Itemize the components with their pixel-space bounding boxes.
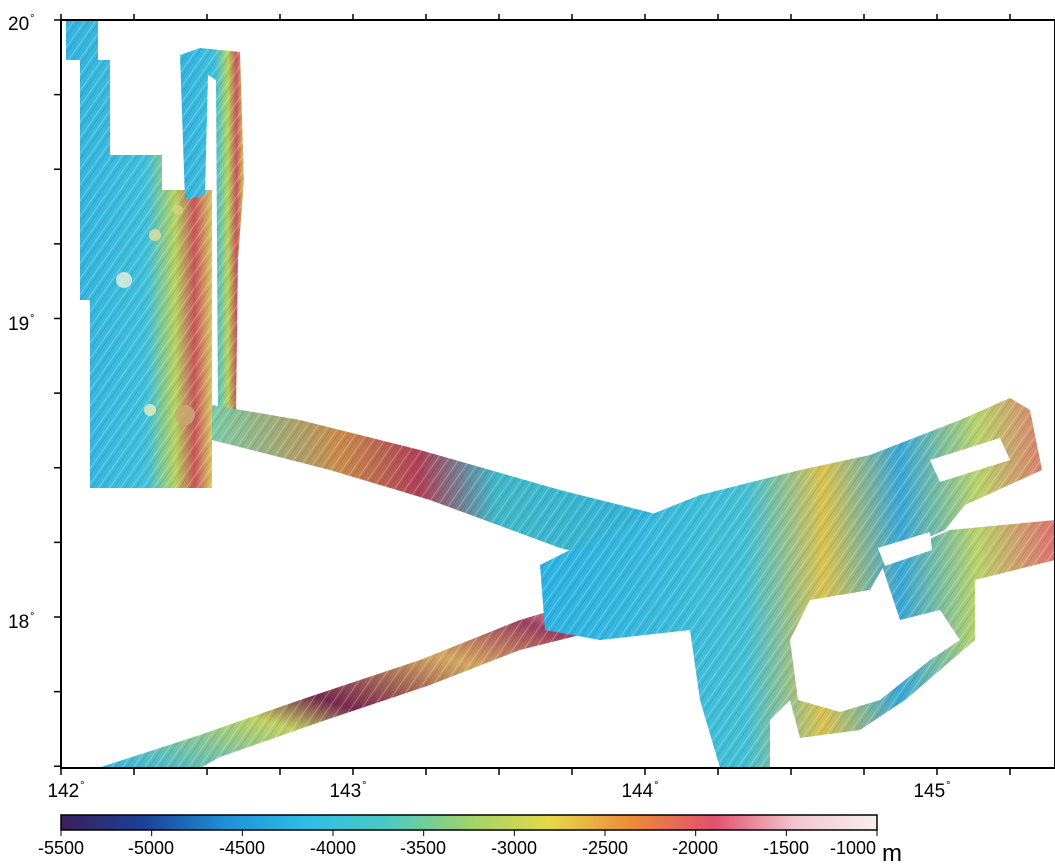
lon-label-142: 142° — [47, 780, 85, 802]
map-frame — [60, 19, 1055, 769]
colorbar-label: -2000 — [671, 838, 719, 858]
lon-label-144: 144° — [621, 780, 659, 802]
colorbar-label: -4500 — [218, 838, 266, 858]
colorbar — [60, 814, 878, 831]
colorbar-label: -5500 — [37, 838, 85, 858]
colorbar-label: -1500 — [762, 838, 810, 858]
lat-label-18: 18° — [8, 611, 35, 633]
colorbar-label: -3500 — [399, 838, 447, 858]
colorbar-label: -1000 — [829, 838, 877, 858]
axis-ticks — [54, 14, 1011, 775]
colorbar-ticks — [60, 830, 878, 836]
colorbar-label: -5000 — [127, 838, 175, 858]
lat-label-20: 20° — [8, 13, 35, 35]
lat-label-19: 19° — [8, 313, 35, 335]
colorbar-label: -2500 — [581, 838, 629, 858]
colorbar-label: -4000 — [309, 838, 357, 858]
colorbar-label: -3000 — [490, 838, 538, 858]
colorbar-unit: m — [882, 840, 902, 867]
lon-label-145: 145° — [913, 780, 951, 802]
bathymetry-swaths — [66, 20, 1055, 768]
lon-label-143: 143° — [329, 780, 367, 802]
